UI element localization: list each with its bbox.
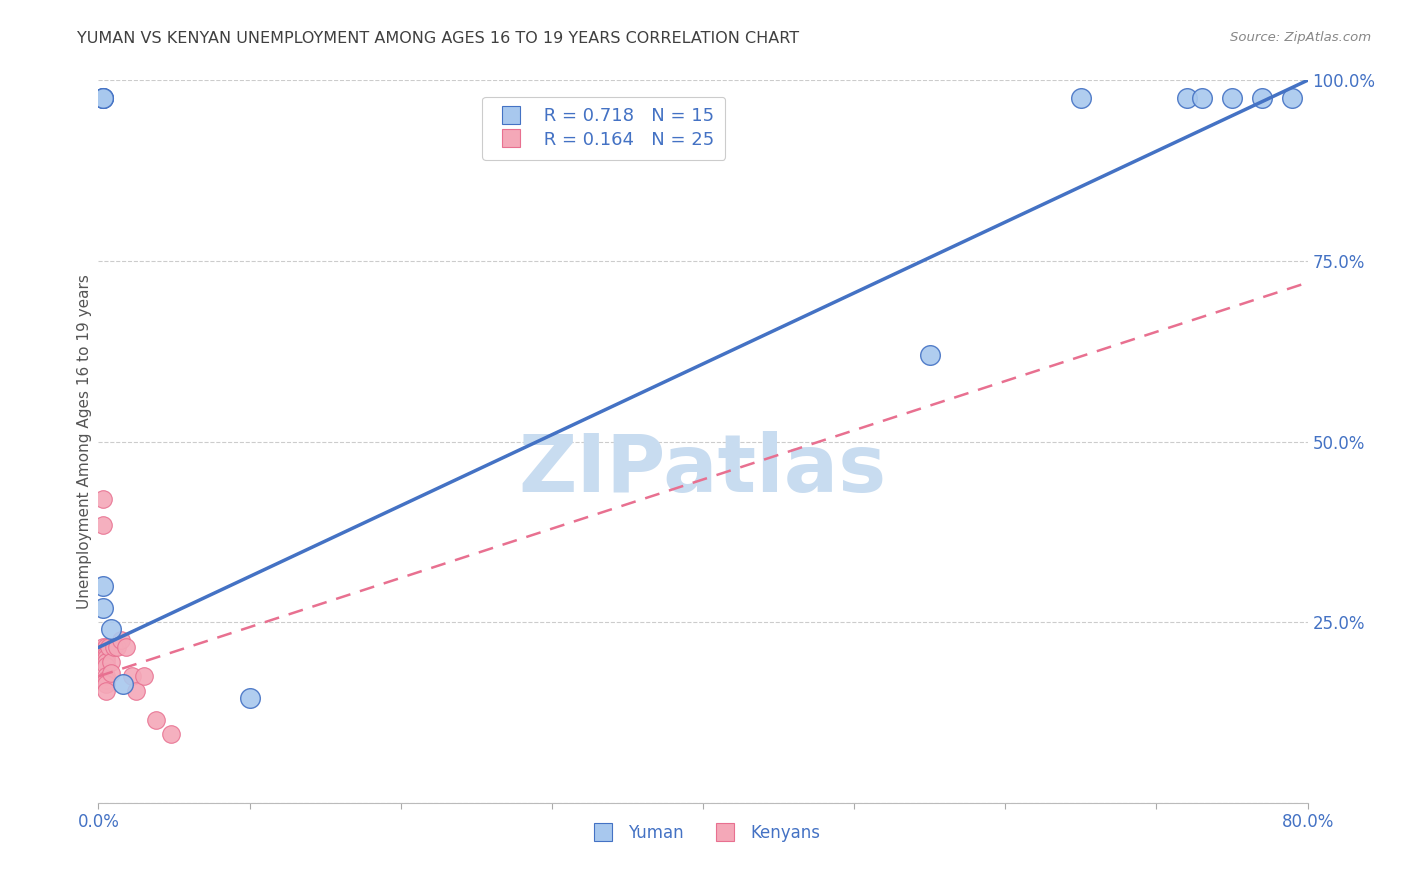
Point (1220, 91, 1243, 105)
Point (91, 517, 114, 532)
Point (918, 348, 941, 362)
Point (125, 683, 148, 698)
Point (145, 713, 167, 727)
Point (1281, 91, 1303, 105)
Point (91, 579, 114, 593)
Point (91, 600, 114, 615)
Point (105, 640, 128, 655)
Point (91, 640, 114, 655)
Text: YUMAN VS KENYAN UNEMPLOYMENT AMONG AGES 16 TO 19 YEARS CORRELATION CHART: YUMAN VS KENYAN UNEMPLOYMENT AMONG AGES … (77, 31, 800, 46)
Point (1175, 91, 1198, 105)
Text: Source: ZipAtlas.com: Source: ZipAtlas.com (1230, 31, 1371, 45)
Point (100, 623, 122, 637)
Point (111, 676, 134, 690)
Point (94, 673, 117, 687)
Point (160, 727, 183, 741)
Point (114, 640, 136, 655)
Point (94, 655, 117, 669)
Point (94, 644, 117, 658)
Point (239, 691, 262, 706)
Point (94, 651, 117, 665)
Point (94, 648, 117, 662)
Point (1191, 91, 1213, 105)
Point (121, 669, 143, 683)
Text: ZIPatlas: ZIPatlas (519, 432, 887, 509)
Point (91, 91, 114, 105)
Point (98, 640, 121, 655)
Point (91, 492, 114, 507)
Point (94, 669, 117, 683)
Point (103, 640, 125, 655)
Point (110, 633, 132, 648)
Point (91, 91, 114, 105)
Point (100, 665, 122, 680)
Point (100, 655, 122, 669)
Point (94, 640, 117, 655)
Point (94, 676, 117, 690)
Y-axis label: Unemployment Among Ages 16 to 19 years: Unemployment Among Ages 16 to 19 years (77, 274, 91, 609)
Point (91, 91, 114, 105)
Point (132, 669, 155, 683)
Point (1070, 91, 1092, 105)
Point (1251, 91, 1274, 105)
Point (94, 683, 117, 698)
Legend: Yuman, Kenyans: Yuman, Kenyans (579, 817, 827, 848)
Point (94, 658, 117, 673)
